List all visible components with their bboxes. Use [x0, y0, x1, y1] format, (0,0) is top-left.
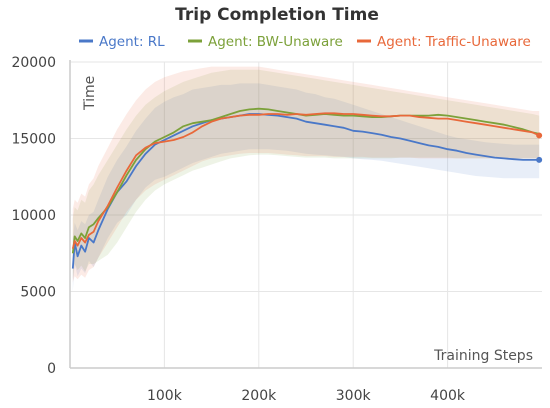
legend-label: Agent: BW-Unaware [208, 34, 343, 50]
y-tick-label: 5000 [20, 285, 56, 301]
confidence-bands [72, 66, 540, 292]
legend-label: Agent: Traffic-Unaware [377, 34, 531, 50]
x-tick-label: 200k [241, 388, 277, 404]
series-endpoints [536, 132, 543, 163]
line-series-3 [71, 112, 540, 249]
legend-label: Agent: RL [99, 34, 165, 50]
band-series-2 [72, 69, 540, 280]
x-axis-label: Training Steps [433, 348, 533, 364]
legend-item-3[interactable]: Agent: Traffic-Unaware [357, 34, 531, 50]
x-tick-label: 400k [430, 388, 466, 404]
endpoint-series-3 [536, 132, 543, 139]
band-series-1 [72, 83, 540, 292]
y-tick-label: 0 [47, 361, 56, 377]
chart-title: Trip Completion Time [175, 5, 379, 25]
legend: Agent: RL Agent: BW-Unaware Agent: Traffic… [79, 34, 531, 50]
legend-item-1[interactable]: Agent: RL [79, 34, 165, 50]
grid-lines [70, 61, 542, 368]
y-tick-label: 10000 [11, 208, 56, 224]
band-series-3 [72, 66, 540, 283]
x-tick-label: 100k [147, 388, 183, 404]
line-series-2 [71, 107, 540, 254]
series-lines [71, 107, 540, 269]
x-axis-ticks: 100k 200k 300k 400k [147, 388, 466, 404]
legend-item-2[interactable]: Agent: BW-Unaware [188, 34, 343, 50]
y-axis-label: Time [82, 76, 98, 111]
y-tick-label: 20000 [11, 55, 56, 71]
x-tick-label: 300k [336, 388, 372, 404]
endpoint-series-1 [536, 156, 543, 163]
y-tick-label: 15000 [11, 132, 56, 148]
y-axis-ticks: 0 5000 10000 15000 20000 [11, 55, 56, 377]
